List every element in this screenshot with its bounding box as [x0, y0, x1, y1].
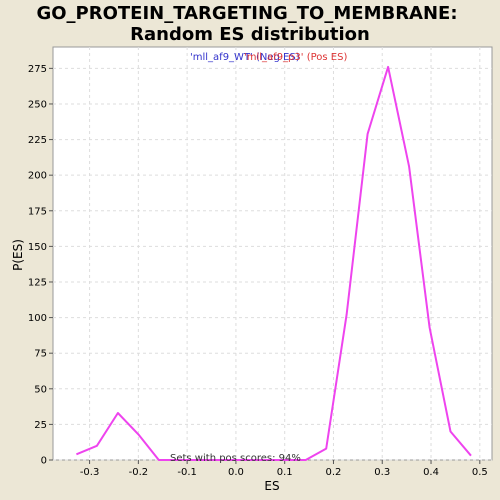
x-tick-label: 0.2 [326, 467, 342, 478]
legend-entry-pos: 'mll_af9_p3' (Pos ES) [244, 52, 347, 63]
series-line [76, 65, 472, 461]
series-layer [76, 65, 472, 461]
y-tick-label: 75 [34, 349, 47, 360]
y-tick-label: 100 [28, 313, 47, 324]
y-tick-label: 200 [28, 171, 47, 182]
x-tick-label: -0.1 [177, 467, 197, 478]
grid [53, 47, 492, 461]
chart-title: GO_PROTEIN_TARGETING_TO_MEMBRANE: [36, 3, 457, 24]
y-tick-label: 25 [34, 420, 47, 431]
x-axis-label: ES [264, 479, 279, 493]
y-tick-label: 225 [28, 135, 47, 146]
y-tick-label: 50 [34, 384, 47, 395]
y-tick-label: 250 [28, 99, 47, 110]
chart-subtitle: Random ES distribution [130, 24, 370, 45]
legend-entry-neg: 'mll_af9_WT' (Neg ES) [190, 52, 300, 63]
x-tick-label: 0.0 [228, 467, 244, 478]
y-tick-label: 0 [41, 456, 47, 467]
y-tick-label: 125 [28, 277, 47, 288]
plot-area [52, 46, 493, 461]
x-tick-label: -0.3 [80, 467, 100, 478]
x-tick-label: 0.4 [423, 467, 439, 478]
pos-scores-annotation: Sets with pos scores: 94% [170, 453, 301, 464]
axes: -0.3 -0.2 -0.1 0.0 0.1 0.2 0.3 0.4 0.5 0 25 50 75 100… [28, 64, 488, 478]
y-axis-label: P(ES) [11, 239, 25, 271]
y-tick-label: 175 [28, 206, 47, 217]
x-tick-label: 0.5 [472, 467, 488, 478]
y-tick-label: 275 [28, 64, 47, 75]
x-tick-label: -0.2 [129, 467, 149, 478]
y-tick-label: 150 [28, 242, 47, 253]
x-tick-label: 0.1 [277, 467, 293, 478]
x-tick-label: 0.3 [374, 467, 390, 478]
